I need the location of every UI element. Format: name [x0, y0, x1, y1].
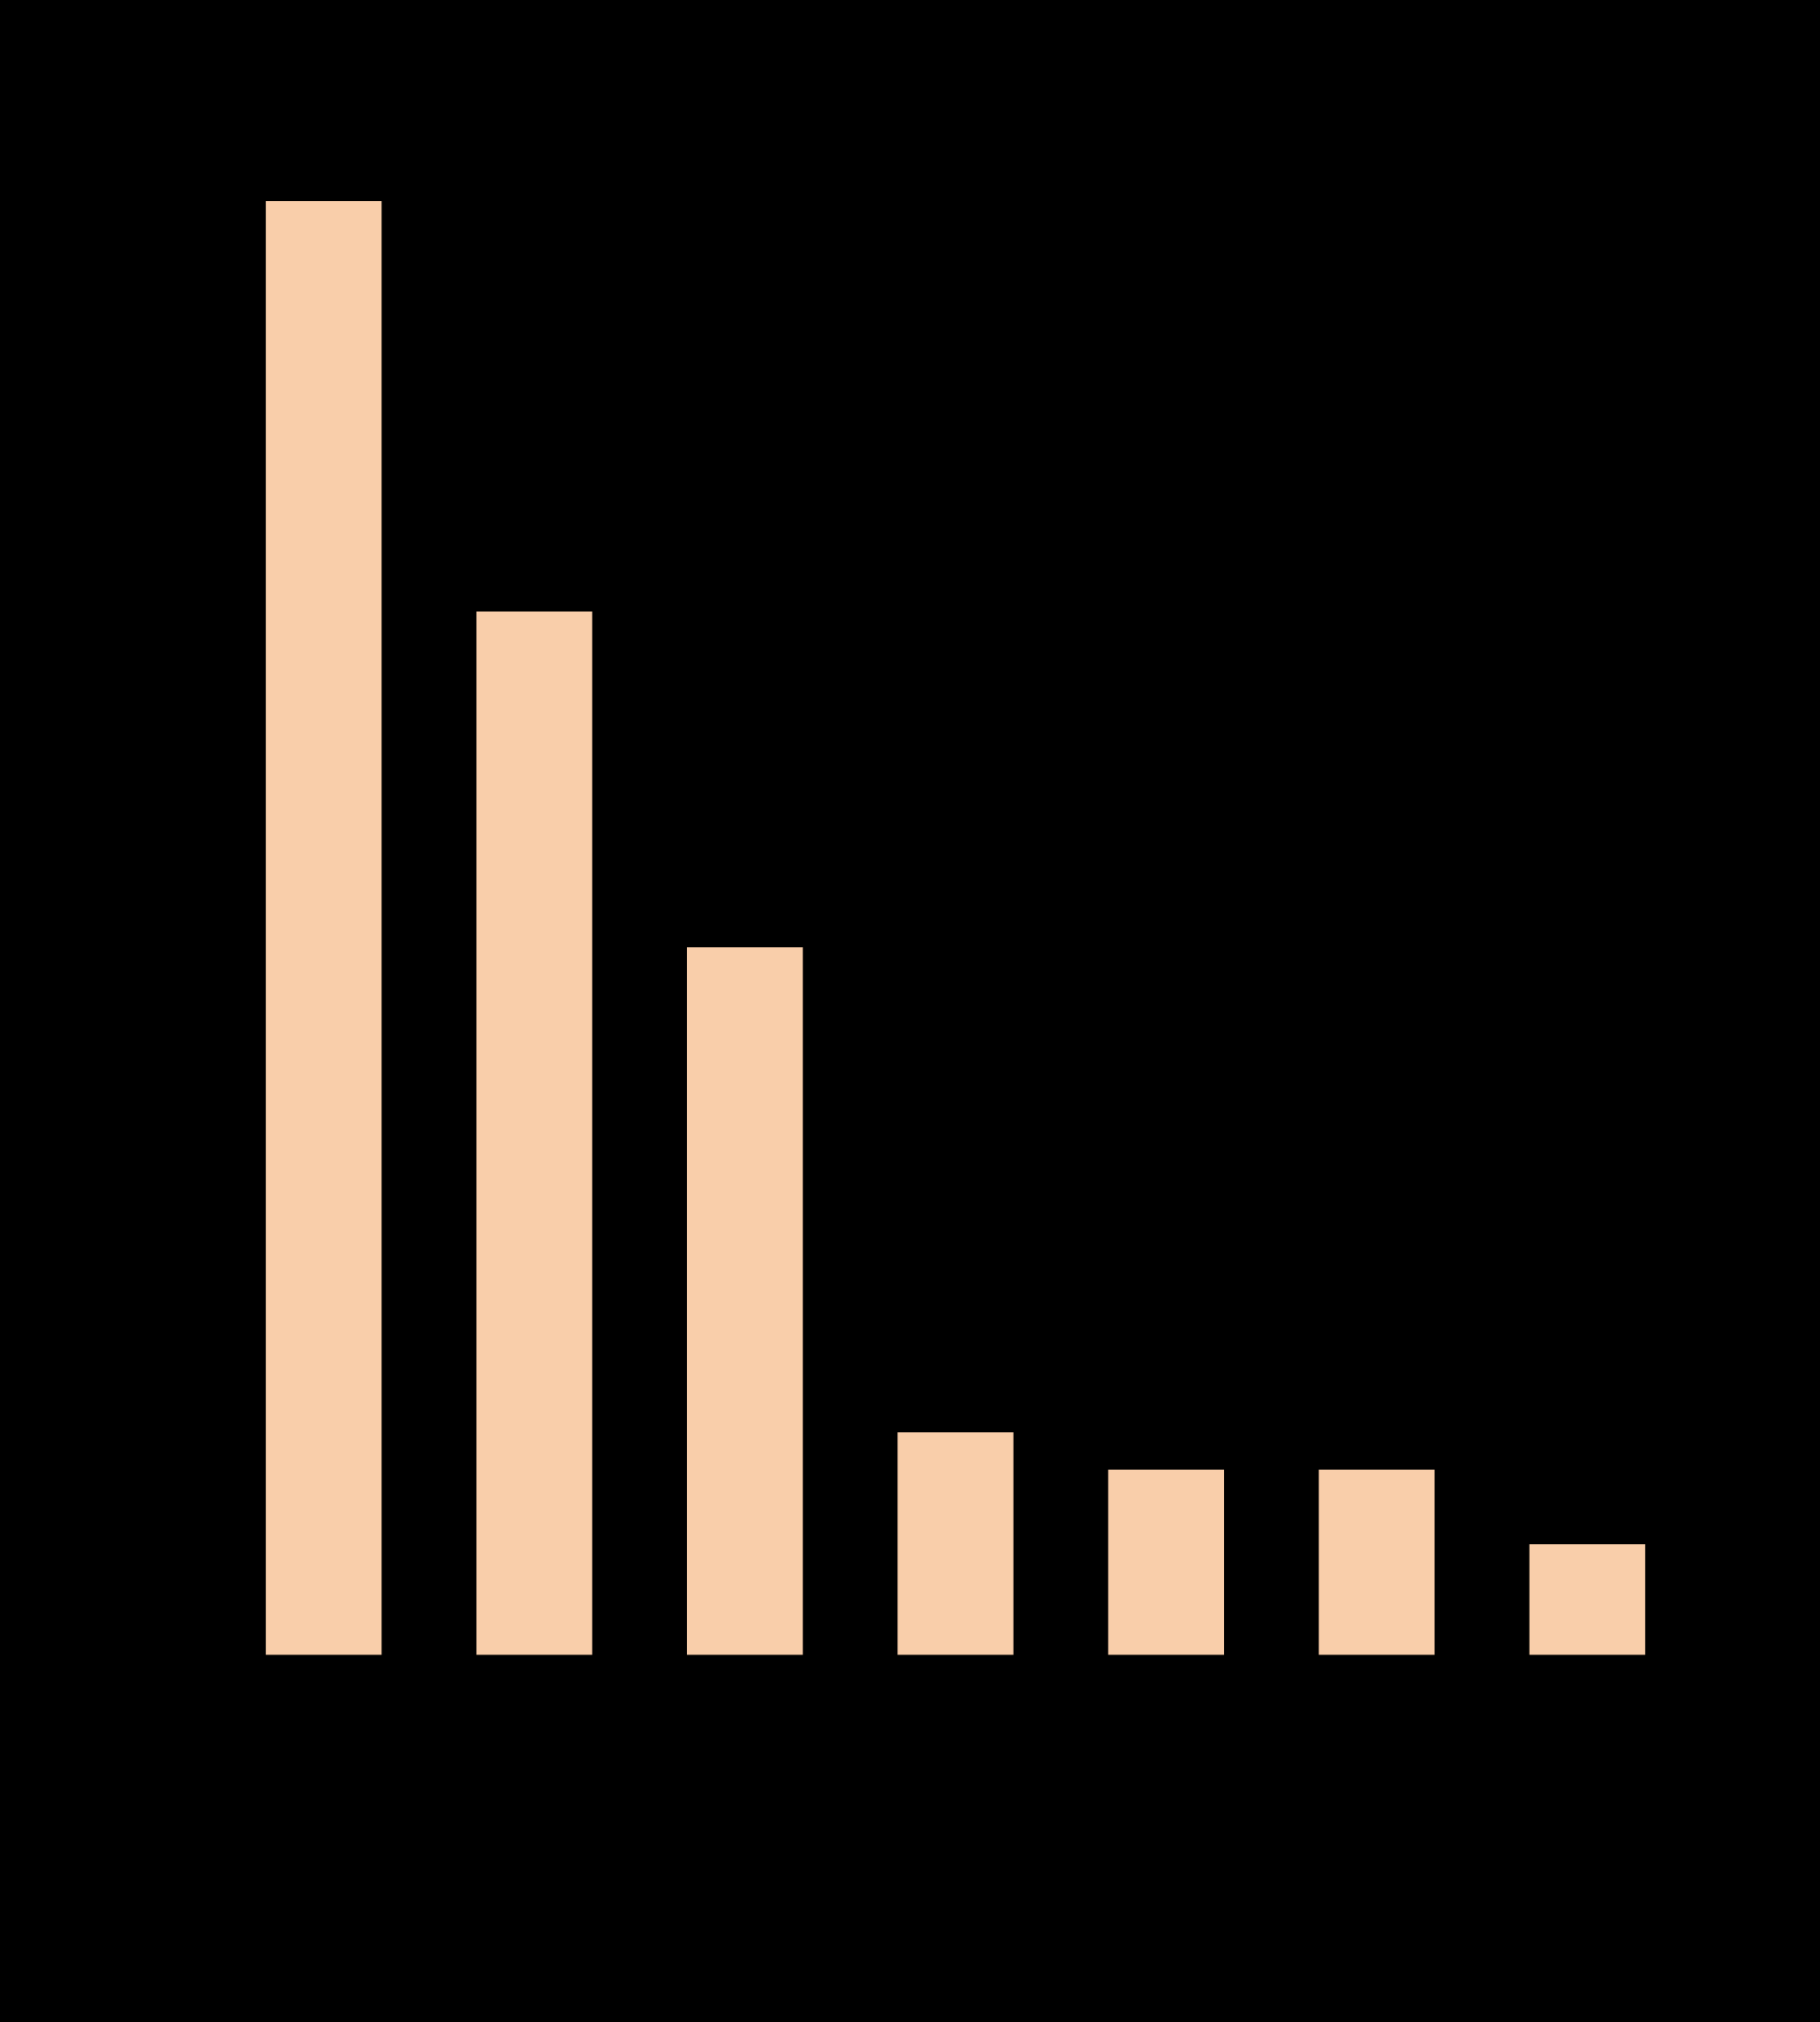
- y-tick-label: 30: [153, 516, 191, 554]
- bar: [266, 201, 381, 1656]
- x-tick-label: 0: [314, 1681, 333, 1719]
- x-tick-label: 6: [1578, 1681, 1597, 1719]
- x-tick-label: 2: [735, 1681, 754, 1719]
- y-tick-label: 10: [153, 1262, 191, 1300]
- y-tick-label: 5: [172, 1449, 191, 1487]
- x-tick-label: 1: [525, 1681, 544, 1719]
- y-tick-label: 35: [153, 329, 191, 368]
- bar: [477, 612, 592, 1656]
- x-tick-label: 4: [1157, 1681, 1176, 1719]
- x-tick-label: 5: [1367, 1681, 1386, 1719]
- y-tick-label: 0: [172, 1635, 191, 1673]
- bar: [1530, 1544, 1645, 1656]
- bar: [1108, 1470, 1224, 1656]
- y-tick-label: 15: [153, 1076, 191, 1114]
- bar: [897, 1432, 1013, 1656]
- bar: [1319, 1470, 1434, 1656]
- y-tick-label: 20: [153, 889, 191, 927]
- bar-chart: 0 5 10 15 20 25 30 35 40 0 1 2 3 4 5 6: [0, 0, 1820, 2022]
- y-tick-label: 25: [153, 703, 191, 741]
- y-tick-label: 40: [153, 143, 191, 181]
- bar: [687, 947, 803, 1656]
- x-tick-label: 3: [945, 1681, 965, 1719]
